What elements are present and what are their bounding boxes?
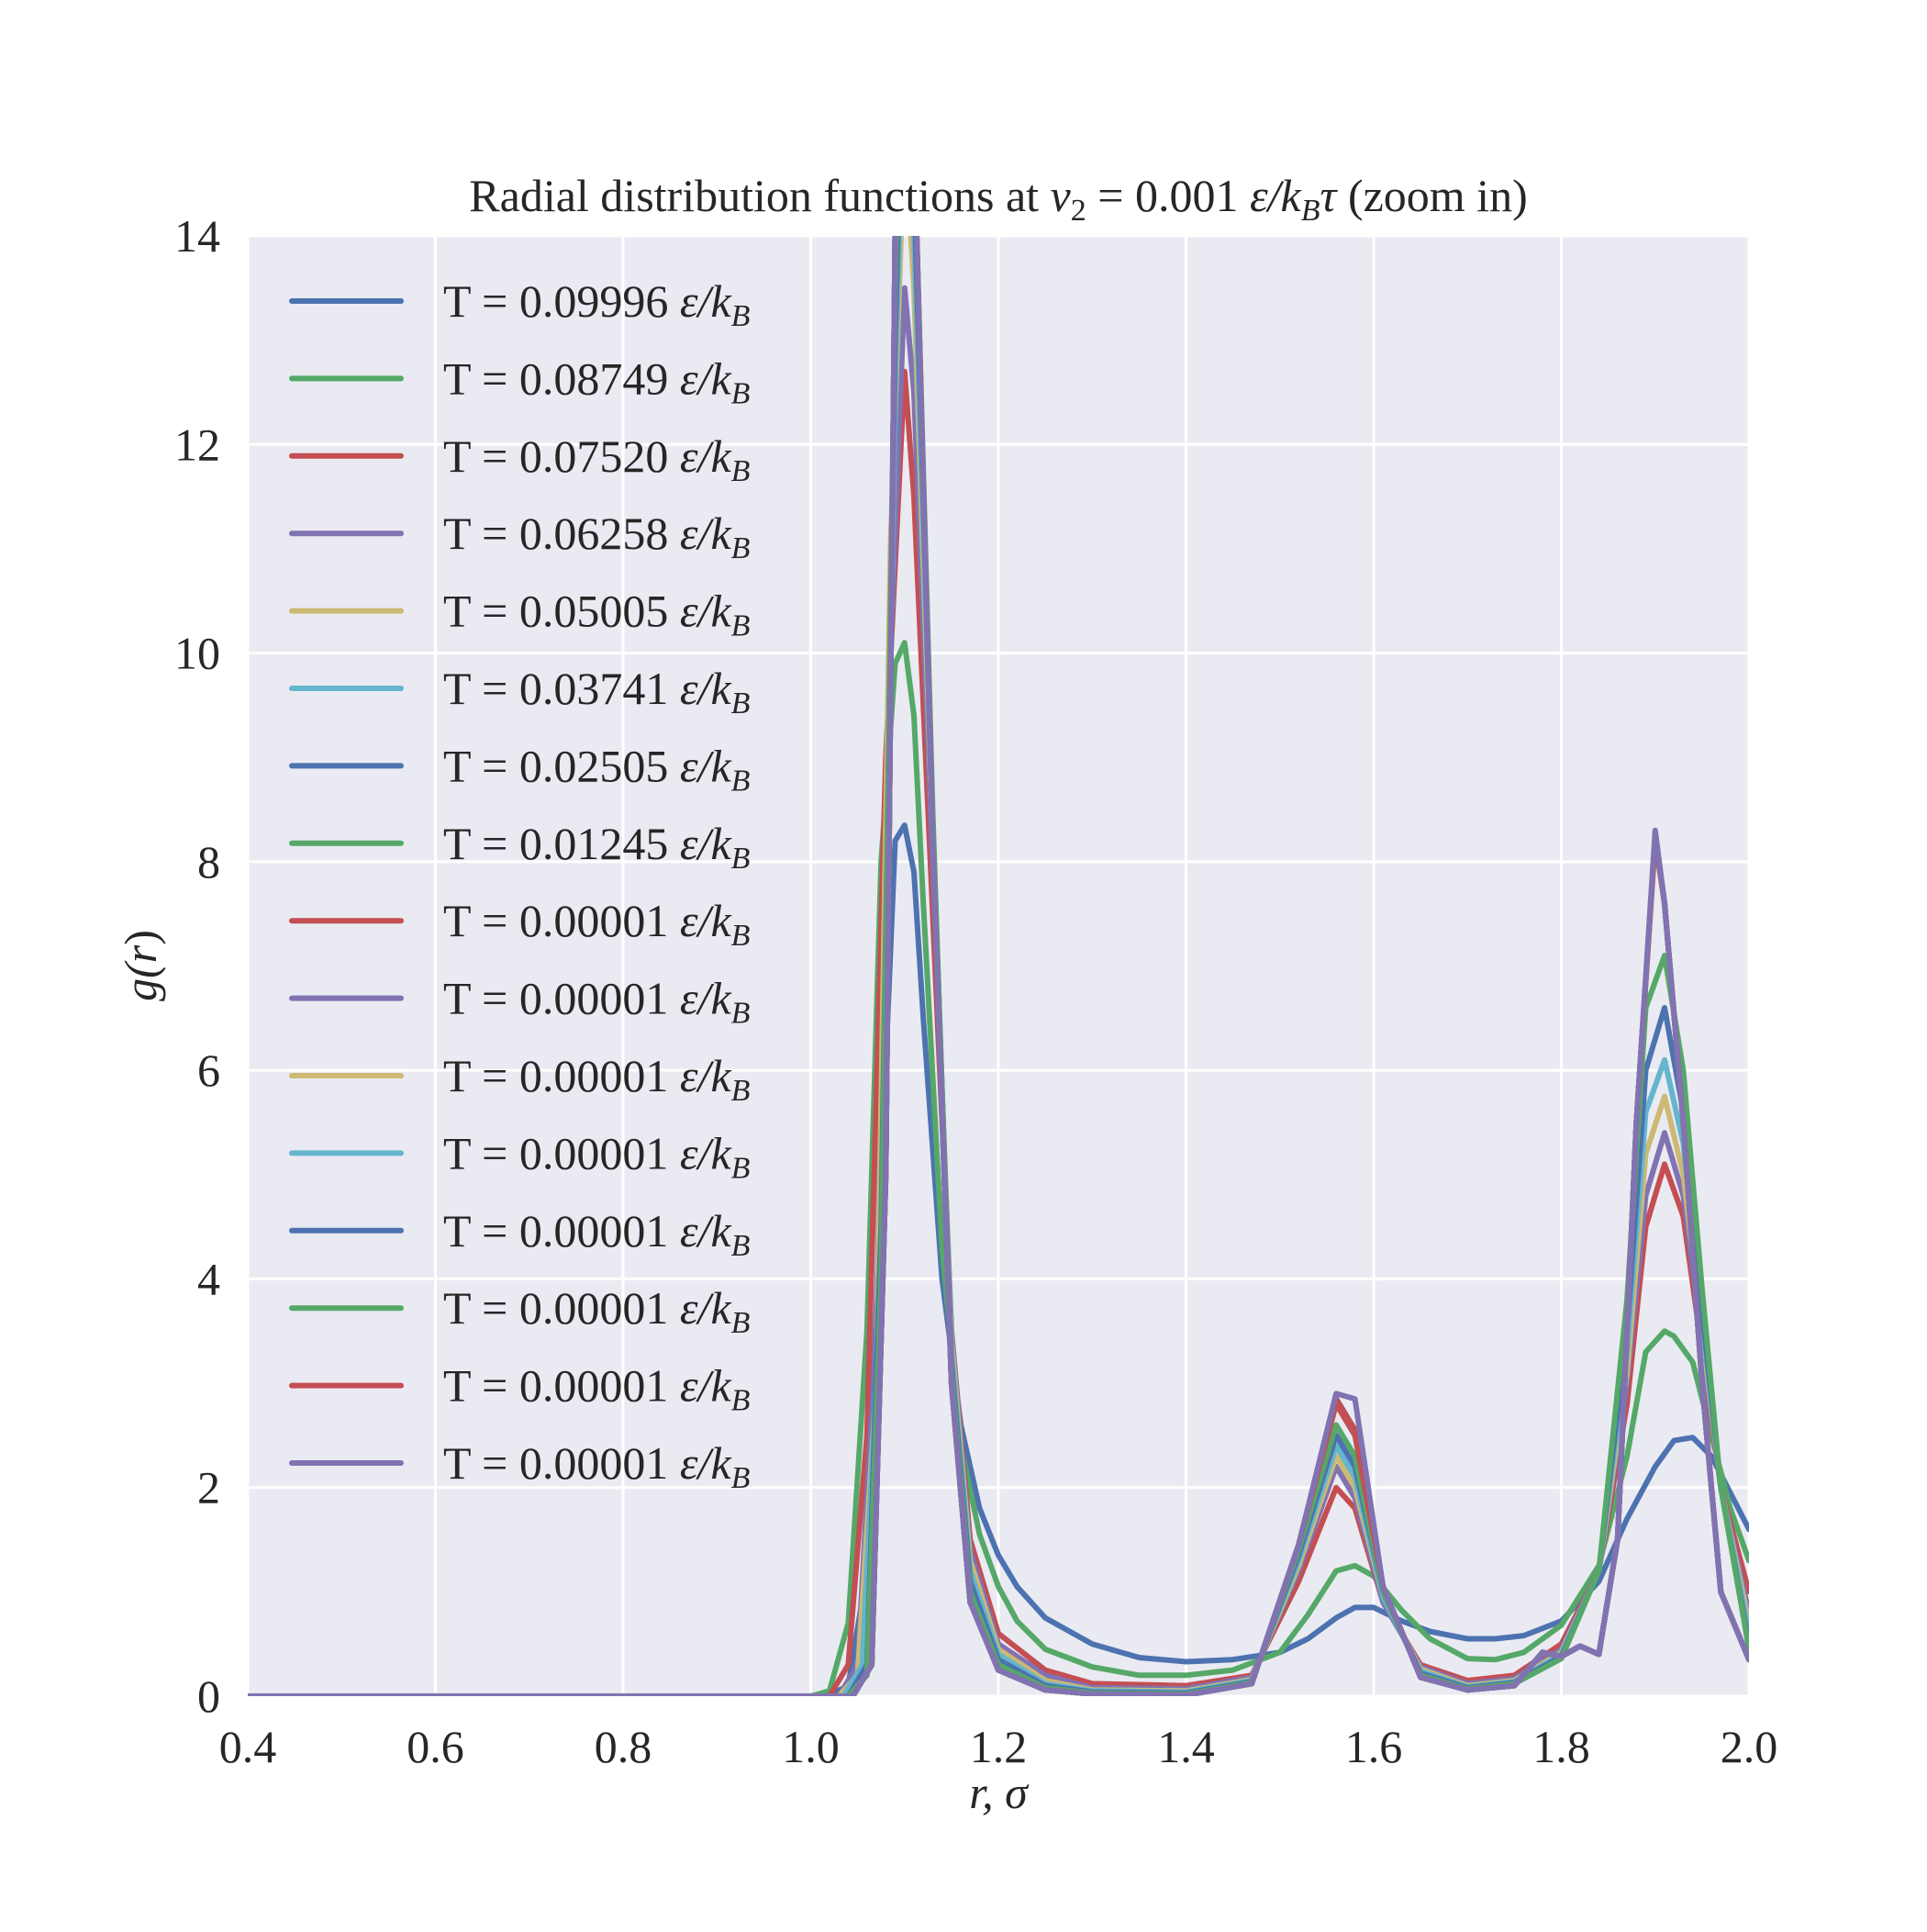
legend-label-7: T = 0.02505 ε/kB xyxy=(443,740,751,798)
series-lines xyxy=(248,236,1749,1696)
title-suffix: (zoom in) xyxy=(1336,170,1527,221)
legend-label-16: T = 0.00001 ε/kB xyxy=(443,1437,751,1495)
legend-label-2: T = 0.08749 ε/kB xyxy=(443,352,751,410)
series-line-16 xyxy=(248,236,1749,1696)
legend-label-8: T = 0.01245 ε/kB xyxy=(443,818,751,876)
legend: T = 0.09996 ε/kB T = 0.08749 ε/kB T = 0.07… xyxy=(289,275,751,1495)
x-axis-label: r, σ xyxy=(969,1767,1030,1818)
y-axis-label: g(r) xyxy=(115,930,166,1001)
legend-label-15: T = 0.00001 ε/kB xyxy=(443,1360,751,1418)
legend-label-14: T = 0.00001 ε/kB xyxy=(443,1282,751,1340)
y-tick-label: 6 xyxy=(197,1044,220,1096)
series-line-3 xyxy=(248,368,1749,1696)
legend-label-13: T = 0.00001 ε/kB xyxy=(443,1205,751,1263)
legend-label-1: T = 0.09996 ε/kB xyxy=(443,275,751,333)
y-tick-labels: 0 2 4 6 8 10 12 14 xyxy=(174,210,220,1722)
y-tick-label: 12 xyxy=(174,419,220,470)
chart-title: Radial distribution functions at v2 = 0.… xyxy=(469,170,1527,228)
legend-label-11: T = 0.00001 ε/kB xyxy=(443,1050,751,1108)
legend-label-3: T = 0.07520 ε/kB xyxy=(443,430,751,488)
legend-label-5: T = 0.05005 ε/kB xyxy=(443,586,751,643)
title-value: = 0.001 xyxy=(1086,170,1250,221)
title-prefix: Radial distribution functions at xyxy=(469,170,1050,221)
y-tick-label: 14 xyxy=(174,210,220,262)
x-tick-label: 1.8 xyxy=(1532,1721,1590,1772)
legend-label-9: T = 0.00001 ε/kB xyxy=(443,895,751,953)
x-tick-label: 1.4 xyxy=(1157,1721,1215,1772)
title-unit-subscript: B xyxy=(1301,194,1320,228)
x-tick-label: 1.6 xyxy=(1345,1721,1403,1772)
x-tick-label: 1.2 xyxy=(970,1721,1028,1772)
x-tick-label: 0.8 xyxy=(595,1721,652,1772)
x-tick-label: 1.0 xyxy=(782,1721,840,1772)
y-tick-label: 8 xyxy=(197,836,220,888)
legend-label-6: T = 0.03741 ε/kB xyxy=(443,663,751,720)
y-axis-label-func: g( xyxy=(115,960,166,1001)
legend-label-12: T = 0.00001 ε/kB xyxy=(443,1127,751,1185)
y-tick-label: 2 xyxy=(197,1462,220,1513)
title-unit: ε/k xyxy=(1250,170,1302,221)
legend-label-10: T = 0.00001 ε/kB xyxy=(443,973,751,1031)
legend-label-4: T = 0.06258 ε/kB xyxy=(443,508,751,565)
y-axis-label-close: ) xyxy=(115,930,166,945)
x-tick-label: 2.0 xyxy=(1721,1721,1778,1772)
title-variable: v xyxy=(1051,170,1072,221)
y-axis-label-var: r xyxy=(115,944,166,963)
x-tick-label: 0.6 xyxy=(407,1721,464,1772)
x-tick-label: 0.4 xyxy=(219,1721,277,1772)
title-unit-tail: τ xyxy=(1320,170,1339,221)
y-tick-label: 0 xyxy=(197,1670,220,1722)
y-tick-label: 10 xyxy=(174,628,220,679)
title-variable-subscript: 2 xyxy=(1071,194,1086,228)
grid-lines xyxy=(246,234,1751,1698)
y-tick-label: 4 xyxy=(197,1253,220,1304)
x-tick-labels: 0.4 0.6 0.8 1.0 1.2 1.4 1.6 1.8 2.0 xyxy=(219,1721,1778,1772)
